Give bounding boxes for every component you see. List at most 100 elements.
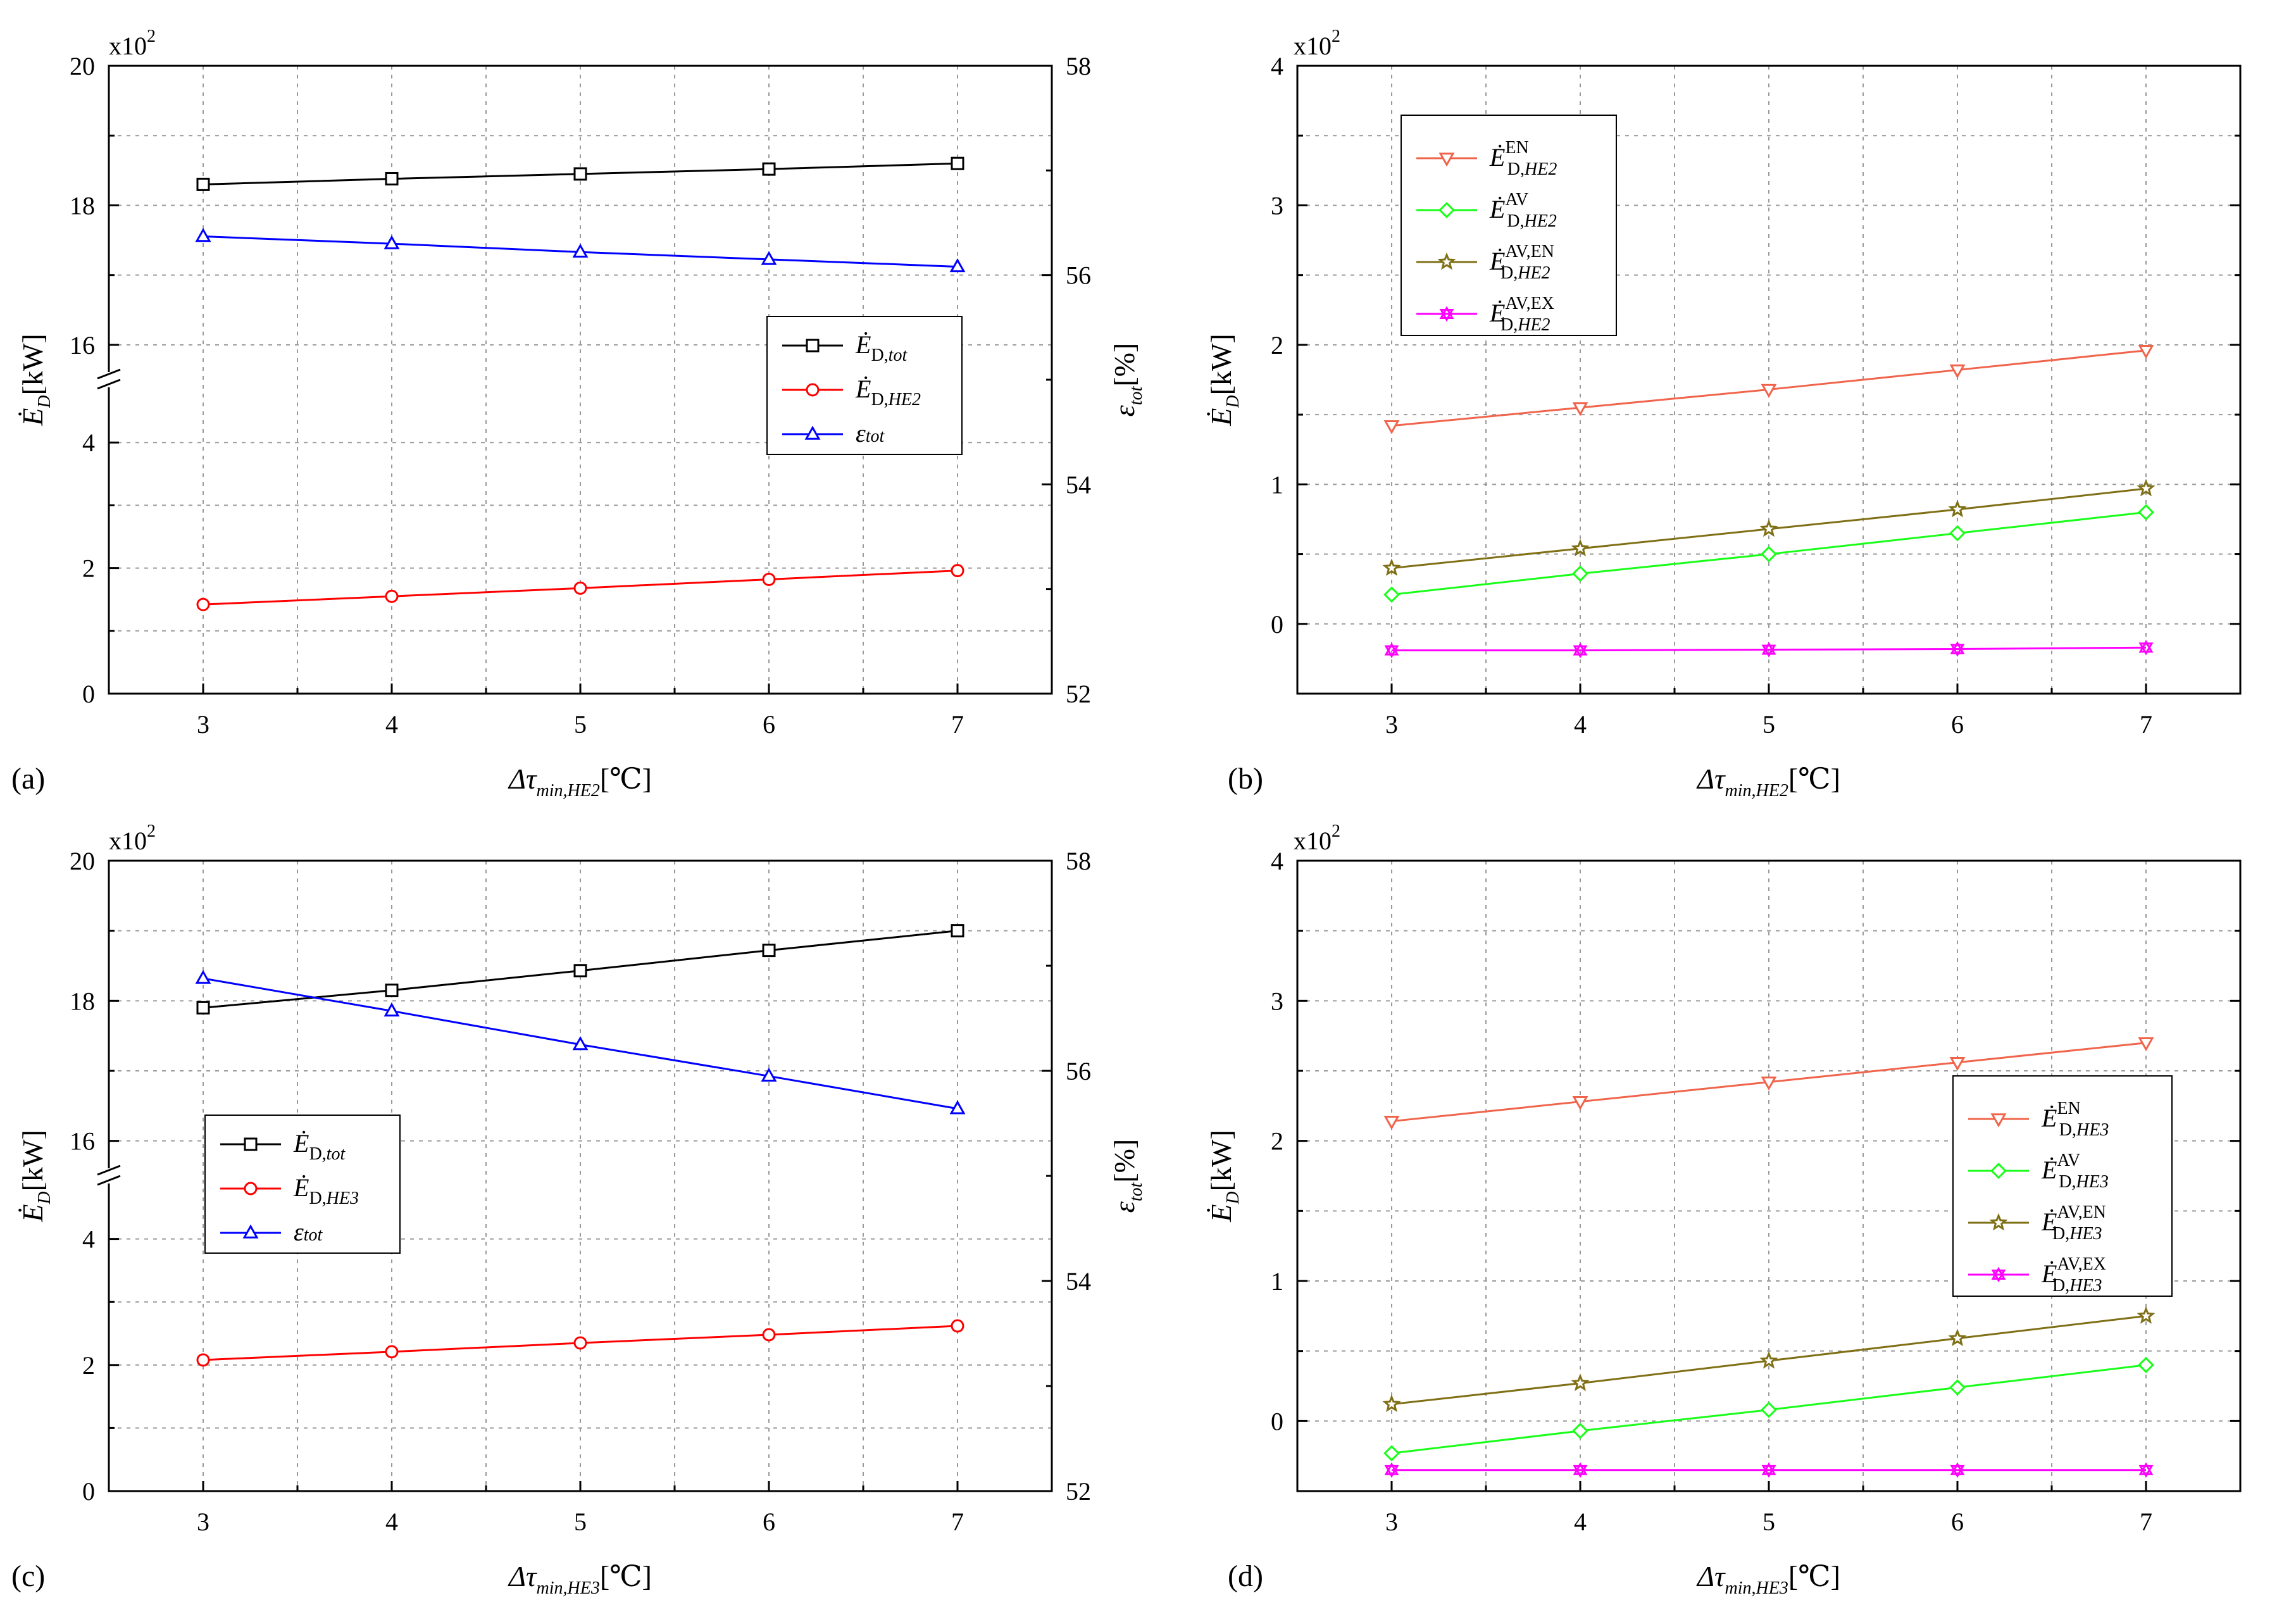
legend-label: ĖAV,EN D,HE3 xyxy=(2041,1202,2106,1244)
axis-break-slash xyxy=(97,368,121,380)
legend-box xyxy=(1401,115,1617,336)
y-right-axis-label: εtot[%] xyxy=(1108,1139,1146,1213)
x-axis-label: Δτmin,HE3[℃] xyxy=(508,1560,652,1598)
y-left-axis-label: ĖD[kW] xyxy=(16,1130,54,1222)
data-point xyxy=(1948,1328,1967,1347)
data-point xyxy=(385,172,399,186)
y-left-axis-label: ĖD[kW] xyxy=(16,334,54,426)
y-right-tick-label: 56 xyxy=(1066,1057,1091,1085)
data-point xyxy=(949,258,966,273)
data-point xyxy=(385,589,399,603)
data-point xyxy=(2137,478,2156,497)
data-point xyxy=(2138,639,2154,656)
y-tick-label: 2 xyxy=(1271,331,1283,359)
x-tick-label: 4 xyxy=(1574,710,1587,739)
data-point xyxy=(1949,525,1966,542)
data-point xyxy=(1949,1379,1966,1396)
data-point xyxy=(1949,1057,1966,1071)
data-point xyxy=(384,1002,400,1017)
y-tick-label: 3 xyxy=(1271,987,1283,1015)
legend-marker xyxy=(806,383,820,397)
legend-marker xyxy=(1438,153,1455,167)
legend-marker xyxy=(804,425,821,440)
x-tick-label: 5 xyxy=(574,710,587,739)
legend-label: εtot xyxy=(856,419,885,447)
data-point xyxy=(1571,539,1590,557)
data-point xyxy=(2138,1356,2154,1373)
x-tick-label: 4 xyxy=(385,1508,398,1536)
y-left-tick-label: 4 xyxy=(82,1225,95,1254)
data-point xyxy=(762,162,776,176)
y-right-tick-label: 52 xyxy=(1066,680,1091,708)
legend-marker xyxy=(1439,306,1454,322)
y-axis-label: ĖD[kW] xyxy=(1205,1130,1243,1222)
legend: ĖEN D,HE2 ĖAV D,HE2 ĖAV,EN D,HE2 ĖAV,EX D,HE2 xyxy=(1401,115,1617,336)
legend-marker xyxy=(244,1137,258,1151)
data-point xyxy=(1572,402,1588,416)
legend-label: ĖAV,EN D,HE2 xyxy=(1489,242,1554,283)
x-axis-label: Δτmin,HE3[℃] xyxy=(1696,1560,1840,1598)
x-tick-label: 5 xyxy=(574,1508,587,1536)
y-multiplier: x102 xyxy=(1294,27,1340,60)
y-tick-label: 0 xyxy=(1271,1407,1283,1435)
data-point xyxy=(1382,1394,1401,1413)
data-point xyxy=(1383,420,1400,435)
panel-label: (b) xyxy=(1228,762,1263,796)
panel-label: (a) xyxy=(11,762,45,796)
chart-panel-b: 3 4 5 6 7 0 1 2 3 4 x102 ĖD[kW] Δτmin,HE2[℃] (b) ĖEN D,… xyxy=(1205,27,2242,801)
data-point xyxy=(573,964,587,978)
data-point xyxy=(1761,384,1777,398)
legend-marker xyxy=(242,1224,259,1239)
data-point xyxy=(1384,642,1399,659)
data-point xyxy=(196,1001,210,1015)
data-point xyxy=(1948,499,1967,518)
legend-label: ĖD,HE3 xyxy=(293,1173,359,1208)
panel-label: (d) xyxy=(1228,1559,1263,1593)
data-point xyxy=(1950,1462,1965,1478)
data-point xyxy=(951,924,964,938)
data-point xyxy=(2137,1306,2156,1324)
data-point xyxy=(572,1036,589,1051)
legend-marker xyxy=(244,1182,258,1196)
y-multiplier: x102 xyxy=(1294,821,1340,855)
data-point xyxy=(1572,1422,1588,1439)
panel-label: (c) xyxy=(11,1559,45,1593)
y-left-tick-label: 16 xyxy=(70,1127,95,1156)
data-point xyxy=(1759,519,1778,537)
data-point xyxy=(2138,1037,2154,1052)
data-point xyxy=(951,156,964,170)
data-point xyxy=(1382,558,1401,576)
x-tick-label: 6 xyxy=(1951,710,1964,739)
legend-label: ĖD,tot xyxy=(293,1129,346,1164)
data-point xyxy=(196,1353,210,1367)
data-point xyxy=(951,564,964,578)
y-axis-label: ĖD[kW] xyxy=(1205,334,1243,426)
data-point xyxy=(2138,1462,2154,1478)
data-point xyxy=(384,235,400,249)
data-point xyxy=(385,1345,399,1359)
data-point xyxy=(1383,1445,1400,1462)
y-right-tick-label: 58 xyxy=(1066,52,1091,80)
data-point xyxy=(1573,642,1588,659)
chart-panel-c: 3 4 5 6 702416182052545658x102ĖD[kW]εtot[%]Δ… xyxy=(11,821,1146,1598)
legend-box xyxy=(766,316,963,455)
data-point xyxy=(573,167,587,181)
x-tick-label: 7 xyxy=(951,1508,964,1536)
data-point xyxy=(1572,565,1588,582)
data-point xyxy=(195,970,211,984)
y-left-tick-label: 20 xyxy=(70,52,95,80)
data-point xyxy=(762,944,776,958)
data-point xyxy=(2138,345,2154,359)
legend-box xyxy=(1952,1075,2173,1297)
x-tick-label: 6 xyxy=(763,1508,775,1536)
axis-break-marker xyxy=(97,368,121,390)
data-point xyxy=(1761,1077,1777,1091)
x-tick-label: 6 xyxy=(763,710,775,739)
data-point xyxy=(762,1328,776,1342)
x-tick-label: 6 xyxy=(1951,1508,1964,1536)
data-point xyxy=(1761,1462,1776,1478)
data-point xyxy=(949,1100,966,1115)
data-point xyxy=(761,251,777,265)
data-point xyxy=(1571,1373,1590,1391)
